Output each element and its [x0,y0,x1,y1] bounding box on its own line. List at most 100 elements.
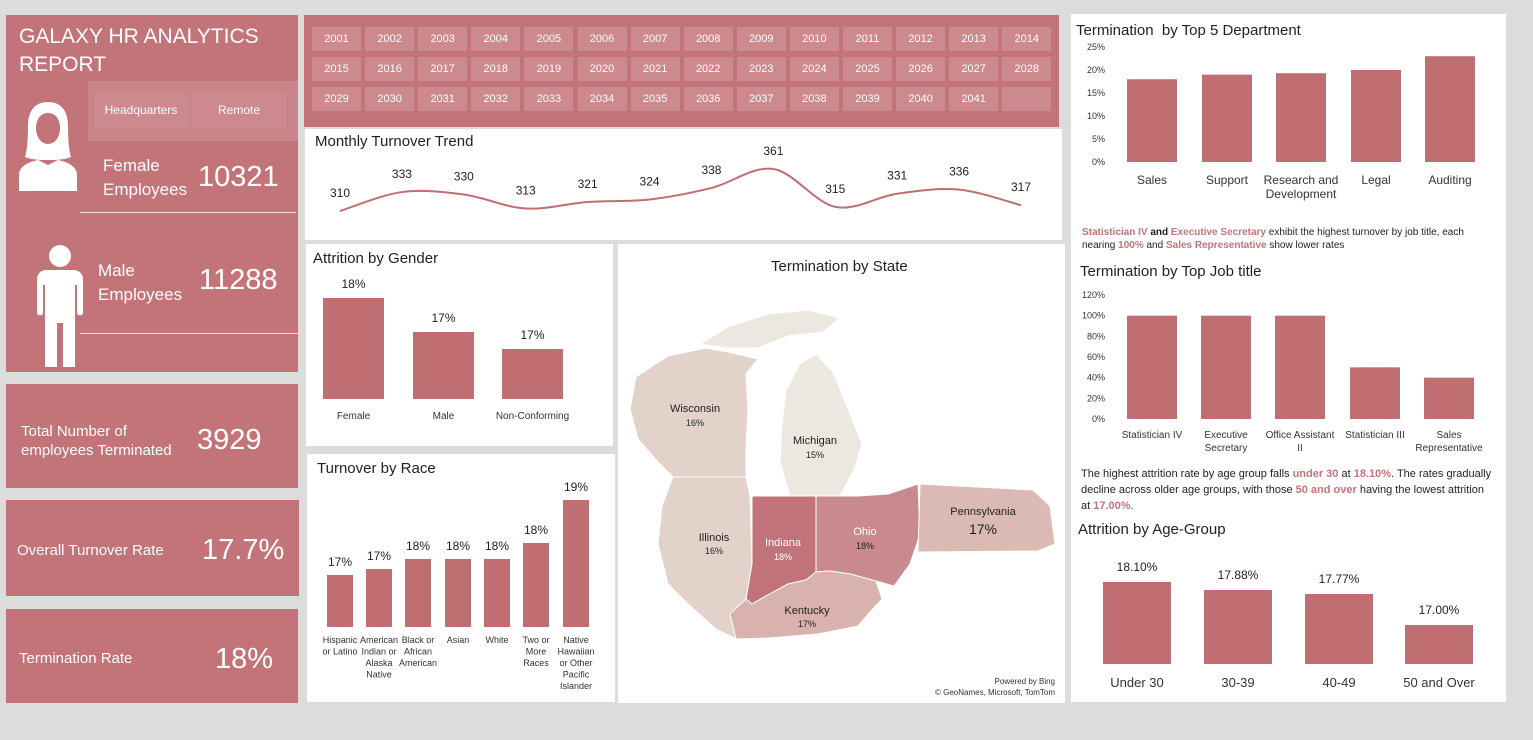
year-button-2033[interactable]: 2033 [524,87,574,111]
monthly-data-label: 313 [516,184,536,198]
race-category-label: African [404,647,432,657]
year-button-2021[interactable]: 2021 [630,57,680,81]
year-button-2022[interactable]: 2022 [683,57,733,81]
monthly-data-label: 330 [454,170,474,184]
year-button-blank[interactable] [1002,87,1052,111]
monthly-data-label: 338 [701,163,721,177]
year-button-2038[interactable]: 2038 [789,87,839,111]
race-category-label: or Latino [322,647,357,657]
dept-category-label: Research and [1264,173,1339,187]
year-button-2039[interactable]: 2039 [843,87,892,111]
year-button-2004[interactable]: 2004 [471,27,521,51]
year-button-2006[interactable]: 2006 [577,27,627,51]
year-button-2020[interactable]: 2020 [577,57,627,81]
job-y-tick: 0% [1092,414,1105,424]
year-button-2025[interactable]: 2025 [843,57,892,81]
dept-y-tick: 15% [1087,88,1105,98]
year-button-2003[interactable]: 2003 [418,27,468,51]
race-bar [484,559,510,627]
year-button-2028[interactable]: 2028 [1002,57,1052,81]
department-chart: 0% 5% 10% 15% 20% 25% Sales Support Research and… [1087,42,1475,201]
state-wisconsin[interactable] [629,347,759,478]
year-button-2036[interactable]: 2036 [683,87,733,111]
year-button-2011[interactable]: 2011 [843,27,892,51]
state-label-indiana: Indiana [765,537,802,549]
year-button-2029[interactable]: 2029 [312,87,361,111]
year-button-2035[interactable]: 2035 [630,87,680,111]
race-bar [366,569,392,627]
age-group-chart: 18.10% Under 30 17.88% 30-39 17.77% 40-49 17.0… [1103,560,1475,690]
year-button-2013[interactable]: 2013 [949,27,999,51]
gender-bar-label: 18% [341,277,365,291]
year-button-2019[interactable]: 2019 [524,57,574,81]
job-category-label: Representative [1415,443,1483,454]
year-button-2023[interactable]: 2023 [736,57,786,81]
year-button-2010[interactable]: 2010 [789,27,839,51]
year-button-2008[interactable]: 2008 [683,27,733,51]
race-title: Turnover by Race [317,460,436,477]
year-button-2026[interactable]: 2026 [896,57,946,81]
header-panel: GALAXY HR ANALYTICS REPORT Headquarters … [6,15,298,372]
monthly-trend-panel: Monthly Turnover Trend 310 333 330 313 321 32… [305,129,1062,240]
year-button-2031[interactable]: 2031 [418,87,468,111]
gender-title: Attrition by Gender [313,250,439,267]
state-kentucky[interactable] [729,570,883,640]
race-panel: Turnover by Race 17% Hispanic or Latino 17%… [307,454,615,702]
year-button-2030[interactable]: 2030 [365,87,415,111]
job-bar [1275,315,1325,419]
year-button-2005[interactable]: 2005 [524,27,574,51]
year-button-2040[interactable]: 2040 [896,87,946,111]
year-button-2018[interactable]: 2018 [471,57,521,81]
gender-bar [413,332,474,399]
race-category-label: Native [563,635,589,645]
termination-value: 18% [215,643,274,675]
jobtitle-insight: Statistician IV and Executive Secretary … [1082,227,1464,251]
year-button-2016[interactable]: 2016 [365,57,415,81]
state-pennsylvania[interactable] [917,483,1056,553]
age-bar [1204,590,1272,664]
terminated-card: Total Number of employees Terminated 392… [6,384,298,488]
divider-line [80,333,298,334]
job-title-chart: 0% 20% 40% 60% 80% 100% 120% Statistician IV Exe… [1082,290,1483,454]
race-category-label: Native [366,670,392,680]
year-button-2027[interactable]: 2027 [949,57,999,81]
race-bar-label: 18% [485,539,509,553]
dept-category-label: Legal [1361,173,1390,187]
year-button-2014[interactable]: 2014 [1002,27,1052,51]
race-category-label: or Other [559,658,592,668]
year-button-2007[interactable]: 2007 [630,27,680,51]
year-button-2032[interactable]: 2032 [471,87,521,111]
year-button-2012[interactable]: 2012 [896,27,946,51]
year-button-2037[interactable]: 2037 [736,87,786,111]
report-title: GALAXY HR ANALYTICS REPORT [19,25,259,76]
job-category-label: Sales [1436,430,1461,441]
race-category-label: American [360,635,398,645]
job-y-tick: 100% [1082,311,1105,321]
monthly-trend-title: Monthly Turnover Trend [315,133,474,150]
year-button-2009[interactable]: 2009 [736,27,786,51]
state-pct-kentucky: 17% [798,619,816,629]
state-michigan[interactable] [698,309,863,497]
year-button-2001[interactable]: 2001 [312,27,361,51]
year-button-2034[interactable]: 2034 [577,87,627,111]
year-button-2015[interactable]: 2015 [312,57,361,81]
female-person-icon [19,102,77,191]
race-bar [327,575,353,627]
year-button-2024[interactable]: 2024 [789,57,839,81]
year-button-2002[interactable]: 2002 [365,27,415,51]
slicer-headquarters[interactable]: Headquarters [94,92,188,128]
job-bar [1350,367,1400,419]
year-button-2041[interactable]: 2041 [949,87,999,111]
state-label-pennsylvania: Pennsylvania [950,506,1016,518]
male-employees-label: Male Employees [98,261,183,304]
slicer-remote[interactable]: Remote [192,92,286,128]
race-category-label: Black or [402,635,435,645]
monthly-data-label: 331 [887,169,907,183]
dept-category-label: Sales [1137,173,1167,187]
year-button-2017[interactable]: 2017 [418,57,468,81]
turnover-value: 17.7% [202,534,285,566]
job-category-label: II [1297,443,1303,454]
race-category-label: Islander [560,681,592,691]
race-bar-label: 17% [328,555,352,569]
monthly-data-label: 333 [392,167,412,181]
